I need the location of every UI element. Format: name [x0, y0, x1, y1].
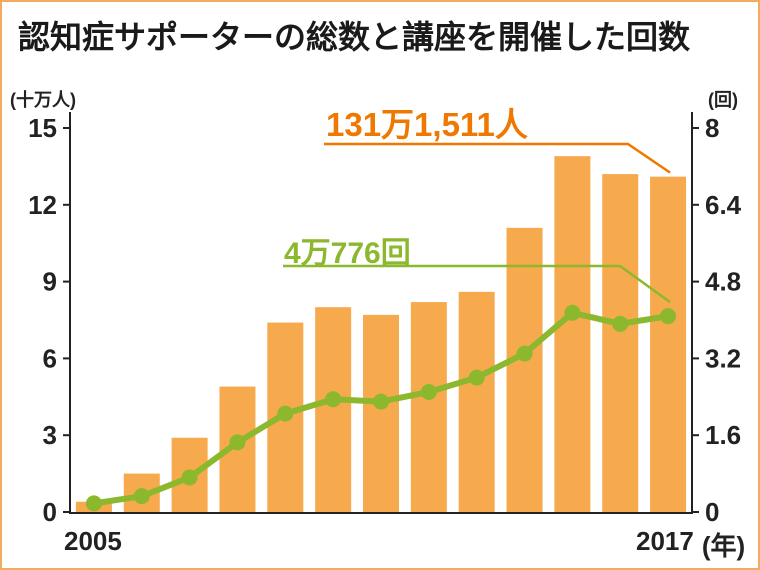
- line-point-2005: [85, 495, 102, 512]
- x-axis-year-unit: (年): [701, 531, 746, 561]
- left-tick-label: 6: [43, 343, 57, 373]
- right-axis-unit-label: (回): [708, 90, 738, 110]
- lectures-leader-line: [283, 264, 671, 304]
- line-point-2016: [612, 315, 629, 332]
- line-point-2009: [277, 405, 294, 422]
- line-point-2011: [373, 393, 389, 410]
- line-point-2012: [420, 384, 437, 400]
- bar-2015: [554, 156, 591, 512]
- line-point-2007: [181, 469, 198, 486]
- right-tick-label: 8: [705, 113, 719, 143]
- right-tick-label: 6.4: [705, 190, 742, 220]
- annotation-lectures-count: 4万776回: [284, 237, 411, 270]
- chart-title: 認知症サポーターの総数と講座を開催した回数: [18, 19, 691, 55]
- bar-2017: [650, 176, 687, 512]
- x-axis-end-year: 2017: [636, 526, 694, 556]
- right-tick-label: 3.2: [705, 343, 741, 373]
- line-point-2006: [133, 488, 150, 505]
- bar-2010: [315, 307, 352, 512]
- left-axis-unit-label: (十万人): [10, 90, 76, 110]
- bar-2011: [363, 314, 399, 512]
- bar-2014: [506, 227, 543, 512]
- left-tick-label: 0: [43, 497, 57, 527]
- bar-2016: [602, 174, 639, 512]
- line-point-2014: [516, 345, 533, 362]
- left-tick-label: 15: [28, 113, 57, 143]
- annotation-supporters-total: 131万1,511人: [326, 106, 528, 143]
- line-point-2010: [325, 391, 342, 408]
- supporters-leader-line: [324, 142, 671, 174]
- bar-2012: [410, 302, 447, 512]
- line-point-2013: [468, 369, 485, 386]
- x-axis-end-label: 2017 (年): [636, 526, 745, 563]
- x-axis-start-label: 2005: [64, 526, 122, 556]
- left-tick-label: 3: [43, 420, 57, 450]
- right-tick-label: 0: [705, 497, 719, 527]
- line-point-2008: [229, 434, 246, 451]
- line-point-2017: [660, 308, 677, 325]
- right-tick-label: 4.8: [705, 267, 741, 297]
- line-point-2015: [564, 304, 581, 321]
- right-tick-label: 1.6: [705, 420, 741, 450]
- bar-2013: [458, 291, 495, 512]
- left-tick-label: 12: [28, 190, 57, 220]
- left-tick-label: 9: [43, 267, 57, 297]
